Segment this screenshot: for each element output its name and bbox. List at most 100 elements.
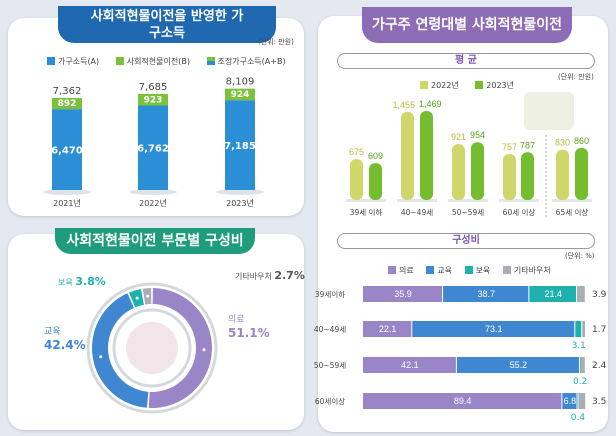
segment-value: 22.1: [379, 324, 397, 334]
segment-value: 2.4: [592, 361, 607, 371]
composition-segment: [580, 357, 585, 373]
composition-segment: [577, 393, 579, 409]
bar-base: [552, 199, 592, 202]
slice-name: 의료: [228, 314, 245, 325]
average-bar: [471, 142, 484, 200]
slice-value: 51.1%: [228, 326, 270, 340]
bar-social-transfer: [138, 93, 168, 106]
row-label: 50~59세: [314, 361, 346, 370]
segment-value: 42.1: [401, 360, 419, 370]
transfer-label: 923: [144, 95, 163, 105]
bar-base: [448, 199, 488, 202]
total-label: 7,362: [53, 86, 82, 97]
segment-value: 73.1: [485, 324, 503, 334]
sector-title: 사회적현물이전 부문별 구성비: [55, 228, 255, 254]
income-legend: 가구소득(A) 사회적현물이전(B) 조정가구소득(A+B): [47, 56, 286, 67]
family-illustration: [524, 92, 574, 130]
composition-heading: 구성비: [337, 233, 595, 249]
average-value: 860: [574, 136, 589, 146]
slice-name: 보육 3.8%: [58, 275, 106, 288]
average-value: 921: [451, 132, 466, 142]
segment-value: 21.4: [544, 289, 562, 299]
category-label: 65세 이상: [556, 207, 589, 217]
slice-value: 2.7%: [274, 269, 305, 282]
transfer-label: 924: [231, 90, 250, 100]
composition-segment: [577, 286, 585, 302]
slice-name: 교육: [44, 326, 61, 337]
composition-segment: [363, 286, 443, 302]
age-title: 가구주 연령대별 사회적현물이전: [362, 7, 572, 43]
segment-value: 3.9: [592, 290, 607, 300]
segment-value: 35.9: [394, 289, 412, 299]
transfer-label: 892: [58, 99, 77, 109]
segment-value: 55.2: [510, 360, 528, 370]
slice-name: 기타바우처 2.7%: [235, 269, 305, 282]
average-value: 1,455: [392, 100, 415, 110]
category-label: 2022년: [139, 198, 167, 208]
composition-unit: (단위: %): [565, 252, 595, 260]
row-label: 40~49세: [314, 325, 346, 334]
family-illustration: [126, 322, 178, 374]
bar-base: [499, 199, 539, 202]
composition-segment: [456, 357, 579, 373]
row-label: 39세이하: [315, 289, 345, 299]
average-value: 787: [520, 140, 535, 150]
total-label: 8,109: [226, 77, 255, 88]
total-label: 7,685: [139, 82, 168, 93]
average-bar: [420, 110, 433, 200]
segment-value: 3.1: [572, 341, 586, 351]
composition-segment: [363, 393, 562, 409]
bar-shadow: [43, 189, 91, 195]
category-label: 2021년: [53, 198, 81, 208]
bar-household-income: [225, 100, 255, 190]
average-value: 757: [502, 142, 517, 152]
composition-segment: [582, 321, 585, 337]
bar-social-transfer: [52, 97, 82, 110]
composition-segment: [443, 286, 529, 302]
average-value: 1,469: [419, 99, 442, 109]
bar-base: [346, 199, 386, 202]
segment-value: 0.2: [573, 377, 587, 387]
slice-value: 42.4%: [44, 338, 86, 352]
average-bar: [350, 159, 363, 200]
average-heading: 평 균: [337, 53, 595, 69]
bar-household-income: [52, 109, 82, 190]
base-label: 6,762: [137, 144, 169, 155]
average-bar: [369, 163, 382, 200]
composition-segment: [529, 286, 577, 302]
segment-value: 89.4: [454, 396, 472, 406]
segment-value: 1.7: [592, 325, 606, 335]
category-label: 39세 이하: [350, 207, 383, 217]
category-label: 40~49세: [401, 208, 433, 217]
average-bar: [575, 147, 588, 200]
segment-value: 3.5: [592, 397, 606, 407]
composition-segment: [363, 321, 412, 337]
outer-ring: [86, 282, 218, 414]
slice-dot: [135, 296, 139, 300]
average-bar: [521, 152, 534, 200]
base-label: 7,185: [224, 141, 256, 152]
bar-shadow: [216, 189, 264, 195]
average-value: 675: [349, 147, 364, 157]
average-value: 830: [555, 138, 570, 148]
row-label: 60세이상: [315, 396, 345, 406]
average-unit: (단위: 만원): [558, 73, 594, 81]
composition-segment: [562, 393, 577, 409]
average-value: 609: [368, 151, 383, 161]
composition-segment: [575, 321, 582, 337]
bar-base: [397, 199, 437, 202]
average-legend: 2022년 2023년: [420, 80, 514, 91]
income-unit: (단위: 만원): [258, 38, 294, 46]
composition-segment: [363, 357, 456, 373]
donut-slice: [148, 288, 213, 408]
composition-segment: [412, 321, 575, 337]
segment-value: 6.8: [564, 396, 577, 406]
segment-value: 0.4: [571, 413, 586, 423]
slice-dot: [99, 355, 103, 359]
slice-value: 3.8%: [75, 275, 106, 288]
average-bar: [401, 111, 414, 200]
bar-social-transfer: [225, 88, 255, 101]
base-label: 6,470: [51, 146, 83, 157]
